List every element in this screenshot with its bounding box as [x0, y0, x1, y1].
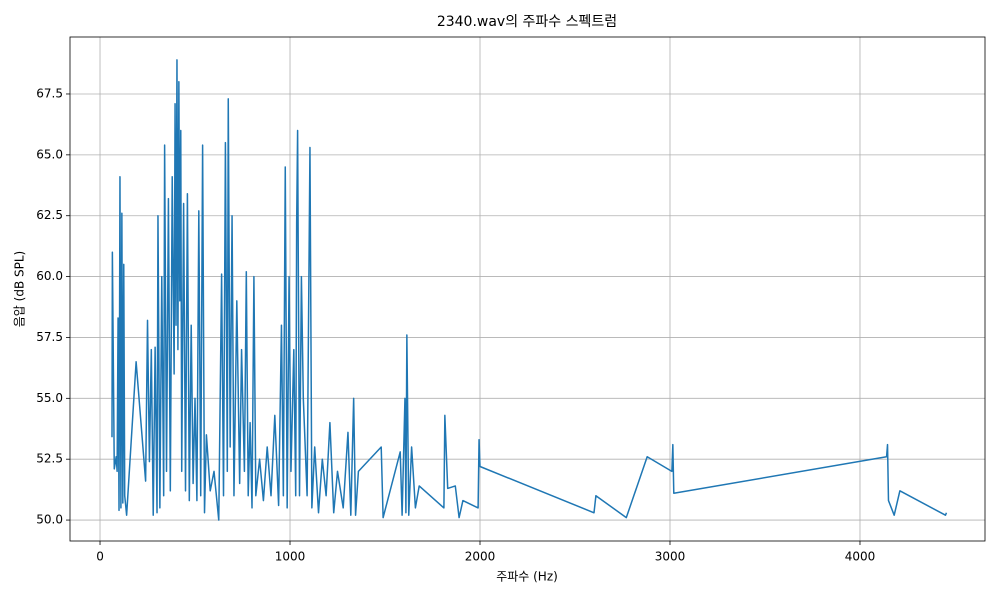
- y-tick-label: 62.5: [36, 208, 63, 222]
- x-tick-label: 1000: [275, 550, 306, 564]
- y-tick-label: 67.5: [36, 86, 63, 100]
- line-series: [111, 59, 948, 521]
- x-tick-label: 4000: [845, 550, 876, 564]
- y-tick-label: 55.0: [36, 391, 63, 405]
- y-tick-label: 65.0: [36, 147, 63, 161]
- x-tick-label: 2000: [465, 550, 496, 564]
- y-tick-label: 50.0: [36, 513, 63, 527]
- plot-frame: [69, 36, 986, 542]
- y-tick-label: 57.5: [36, 330, 63, 344]
- x-axis-label: 주파수 (Hz): [496, 570, 558, 584]
- chart-title: 2340.wav의 주파수 스펙트럼: [437, 14, 617, 30]
- y-axis-label: 음압 (dB SPL): [13, 251, 27, 327]
- x-tick-label: 0: [96, 550, 104, 564]
- y-tick-label: 52.5: [36, 452, 63, 466]
- x-tick-label: 3000: [655, 550, 686, 564]
- y-tick-label: 60.0: [36, 269, 63, 283]
